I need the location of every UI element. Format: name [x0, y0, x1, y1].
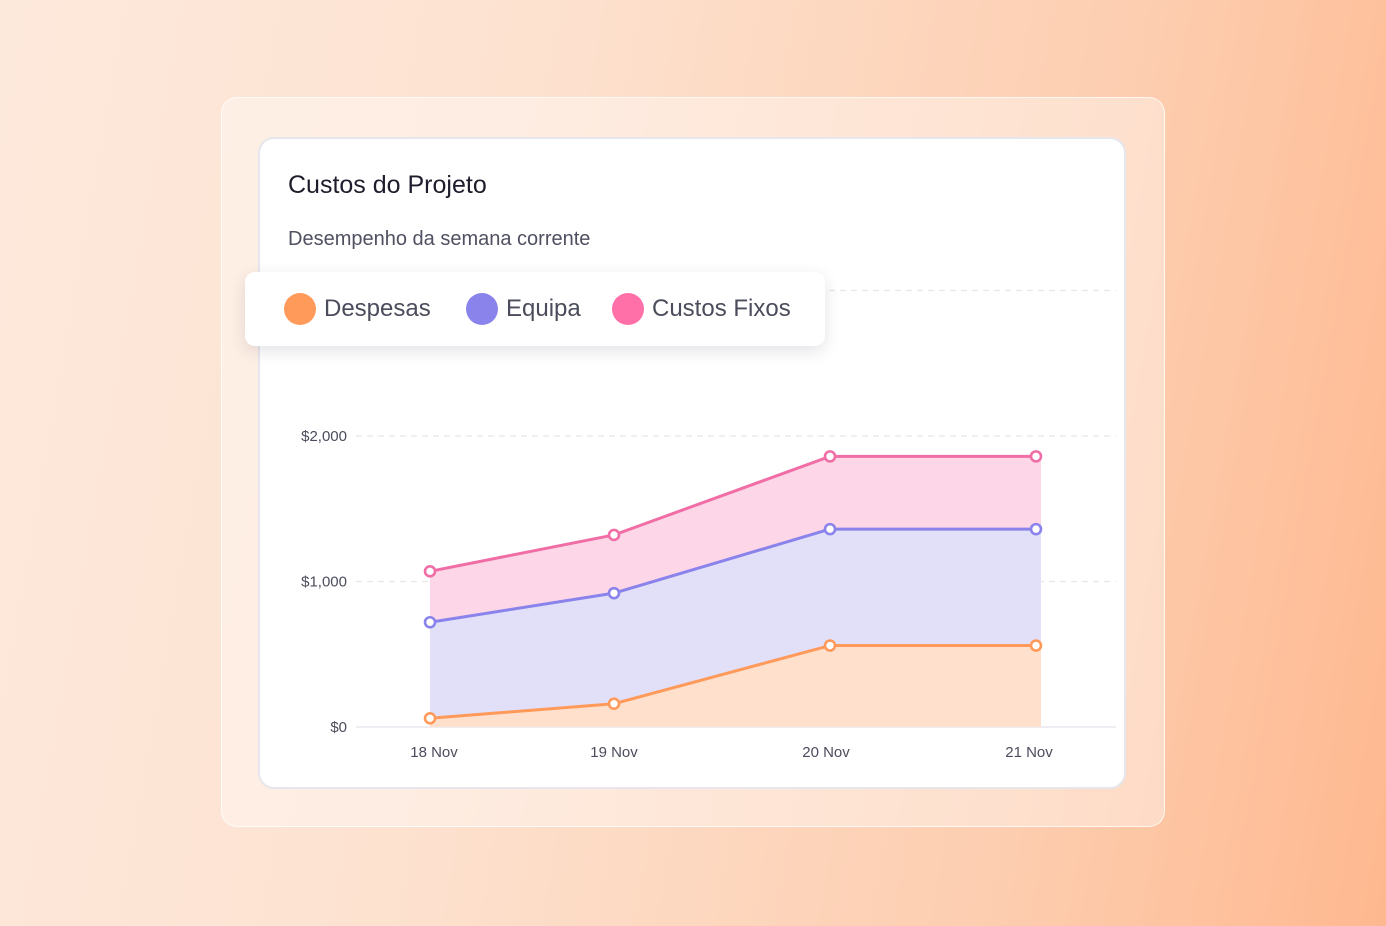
y-axis-ticks: $0 $1,000 $2,000 [301, 428, 347, 736]
legend-label-equipa: Equipa [506, 295, 581, 322]
legend-item-custos-fixos[interactable]: Custos Fixos [612, 292, 791, 326]
x-tick-label: 20 Nov [802, 744, 850, 761]
y-tick-label: $2,000 [301, 428, 347, 445]
legend-item-despesas[interactable]: Despesas [284, 292, 431, 326]
line-custos-fixos [428, 454, 1038, 573]
point-despesas [823, 639, 837, 652]
x-tick-label: 19 Nov [590, 744, 638, 761]
legend-item-equipa[interactable]: Equipa [466, 292, 581, 326]
chart-legend: Despesas Equipa Custos Fixos [245, 272, 825, 346]
card-title: Custos do Projeto [288, 171, 487, 199]
legend-dot-despesas [284, 293, 316, 325]
legend-dot-custos-fixos [612, 293, 644, 325]
point-custos-fixos [823, 450, 837, 463]
area-equipa [430, 529, 1041, 719]
y-tick-label: $1,000 [301, 574, 347, 591]
line-despesas [428, 644, 1038, 720]
data-points [423, 450, 1043, 725]
point-custos-fixos [607, 528, 621, 542]
x-axis-ticks: 18 Nov 19 Nov 20 Nov 21 Nov [410, 744, 1053, 761]
x-tick-label: 18 Nov [410, 744, 458, 761]
area-custos-fixos [430, 456, 1041, 623]
point-despesas [607, 697, 621, 711]
point-equipa [607, 586, 621, 600]
y-tick-label: $0 [330, 719, 347, 736]
legend-label-custos-fixos: Custos Fixos [652, 295, 791, 322]
point-despesas [423, 711, 437, 725]
point-equipa [1029, 522, 1043, 536]
point-custos-fixos [1029, 450, 1043, 463]
point-equipa [423, 615, 437, 629]
series-lines [428, 454, 1038, 720]
point-despesas [1029, 639, 1043, 652]
x-tick-label: 21 Nov [1005, 744, 1053, 761]
point-custos-fixos [423, 565, 437, 578]
card-subtitle: Desempenho da semana corrente [288, 228, 591, 250]
legend-label-despesas: Despesas [324, 295, 431, 322]
area-fills [430, 456, 1041, 727]
line-equipa [428, 527, 1038, 624]
legend-dot-equipa [466, 293, 498, 325]
point-equipa [823, 522, 837, 536]
